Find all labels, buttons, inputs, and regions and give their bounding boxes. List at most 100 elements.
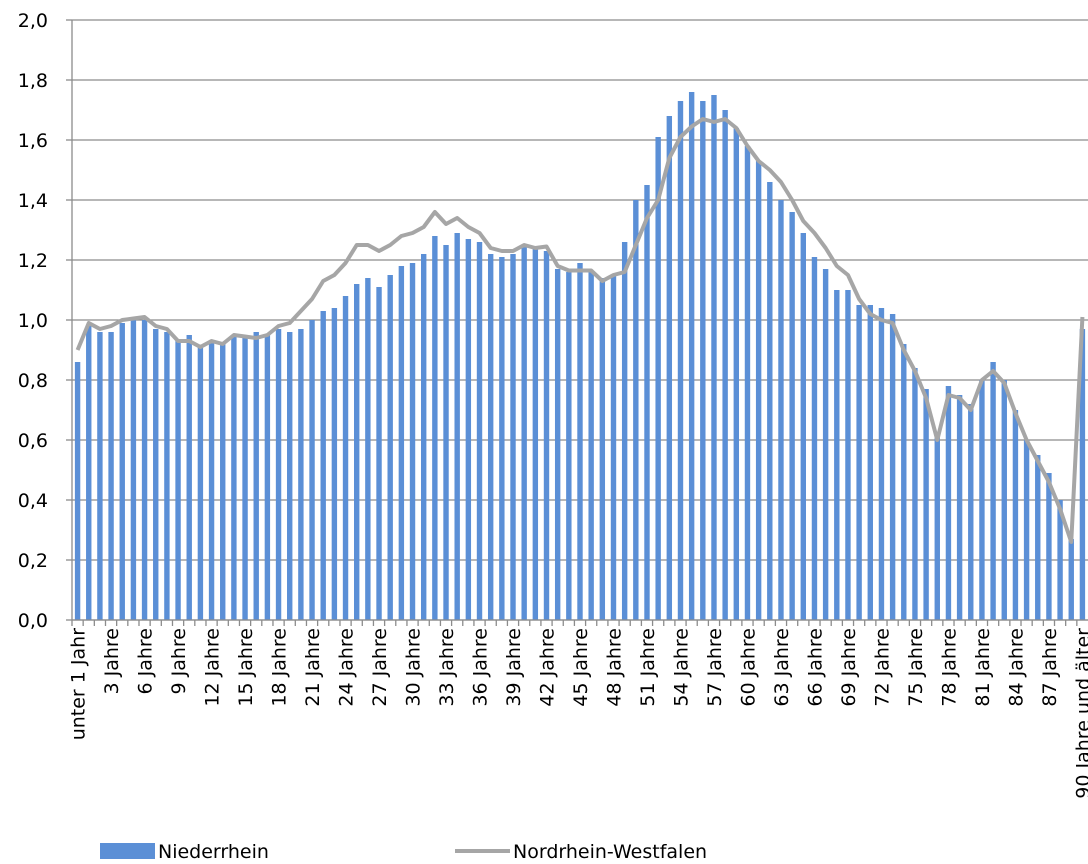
x-tick-label: 51 Jahre — [637, 628, 659, 707]
bar — [610, 275, 617, 620]
x-tick-label: 27 Jahre — [369, 628, 391, 707]
x-tick-label: 87 Jahre — [1039, 628, 1061, 707]
bar — [86, 326, 92, 620]
bar — [722, 110, 728, 620]
bar — [331, 308, 338, 620]
y-tick-label: 0,6 — [18, 430, 48, 452]
bar — [443, 245, 449, 620]
bar — [264, 335, 271, 620]
bar — [409, 263, 416, 620]
y-tick-label: 0,4 — [18, 490, 48, 512]
x-tick-label: 18 Jahre — [269, 628, 291, 707]
x-tick-label: 45 Jahre — [570, 628, 592, 707]
y-tick-label: 1,2 — [18, 250, 48, 272]
bar — [733, 128, 740, 620]
bar — [532, 248, 539, 620]
y-tick-label: 1,6 — [18, 130, 48, 152]
x-tick-label: 39 Jahre — [503, 628, 525, 707]
bar — [376, 287, 382, 620]
bar — [599, 278, 606, 620]
bar — [97, 332, 103, 620]
x-tick-label: 12 Jahre — [202, 628, 224, 707]
x-tick-label: 33 Jahre — [436, 628, 458, 707]
bar — [309, 320, 315, 620]
x-tick-label: 63 Jahre — [771, 628, 793, 707]
bar — [1001, 380, 1007, 620]
x-tick-label: 75 Jahre — [905, 628, 927, 707]
bar — [420, 254, 427, 620]
bar — [432, 236, 438, 620]
x-tick-label: 81 Jahre — [972, 628, 994, 707]
bar — [521, 245, 527, 620]
bar — [867, 305, 873, 620]
x-tick-label: 57 Jahre — [704, 628, 726, 707]
bar — [1079, 329, 1086, 620]
bar — [208, 341, 215, 620]
bar — [253, 332, 259, 620]
bar — [398, 266, 405, 620]
bar — [465, 239, 472, 620]
bar — [108, 332, 114, 620]
bar — [186, 335, 192, 620]
bar — [1068, 539, 1074, 620]
bar — [923, 389, 929, 620]
y-tick-label: 0,8 — [18, 370, 48, 392]
bar — [968, 404, 974, 620]
x-tick-label: 42 Jahre — [537, 628, 559, 707]
bar — [454, 233, 460, 620]
legend-label: Niederrhein — [158, 841, 269, 863]
bar — [979, 380, 985, 620]
x-tick-label: 69 Jahre — [838, 628, 860, 707]
bar — [554, 269, 561, 620]
bar — [688, 92, 695, 620]
bar — [834, 290, 840, 620]
x-tick-label: 60 Jahre — [737, 628, 759, 707]
bar — [476, 242, 483, 620]
bar — [700, 101, 706, 620]
bar — [666, 116, 673, 620]
bar — [822, 269, 829, 620]
legend-label: Nordrhein-Westfalen — [513, 841, 707, 863]
bar — [744, 146, 751, 620]
line — [75, 117, 1085, 544]
bar — [588, 272, 594, 620]
bar — [275, 329, 282, 620]
bar — [1023, 440, 1030, 620]
bar — [153, 329, 159, 620]
x-tick-label: 21 Jahre — [302, 628, 324, 707]
x-tick-label: 90 Jahre und älter — [1072, 628, 1088, 799]
bar — [945, 386, 952, 620]
bar — [387, 275, 393, 620]
bar — [1057, 500, 1063, 620]
legend-swatch — [100, 843, 155, 859]
bar — [499, 257, 505, 620]
y-tick-label: 2,0 — [18, 10, 48, 32]
bar — [487, 254, 494, 620]
bar — [298, 329, 304, 620]
x-tick-label: 30 Jahre — [403, 628, 425, 707]
bar — [175, 341, 181, 620]
x-tick-label: 24 Jahre — [336, 628, 358, 707]
bar — [655, 137, 661, 620]
bar — [164, 332, 170, 620]
y-tick-label: 1,0 — [18, 310, 48, 332]
bar — [577, 263, 583, 620]
bar — [845, 290, 851, 620]
x-tick-label: 66 Jahre — [804, 628, 826, 707]
bar — [197, 347, 204, 620]
x-tick-label: 72 Jahre — [871, 628, 893, 707]
bar — [811, 257, 818, 620]
bar — [1046, 473, 1052, 620]
bar — [934, 434, 940, 620]
x-tick-label: 6 Jahre — [135, 628, 157, 695]
y-tick-label: 0,2 — [18, 550, 48, 572]
bar — [242, 338, 248, 620]
bar — [633, 200, 639, 620]
bar — [119, 323, 125, 620]
x-tick-label: 15 Jahre — [235, 628, 257, 707]
bar — [354, 284, 360, 620]
bar — [901, 344, 907, 620]
bar — [1012, 410, 1019, 620]
bar — [755, 161, 762, 620]
